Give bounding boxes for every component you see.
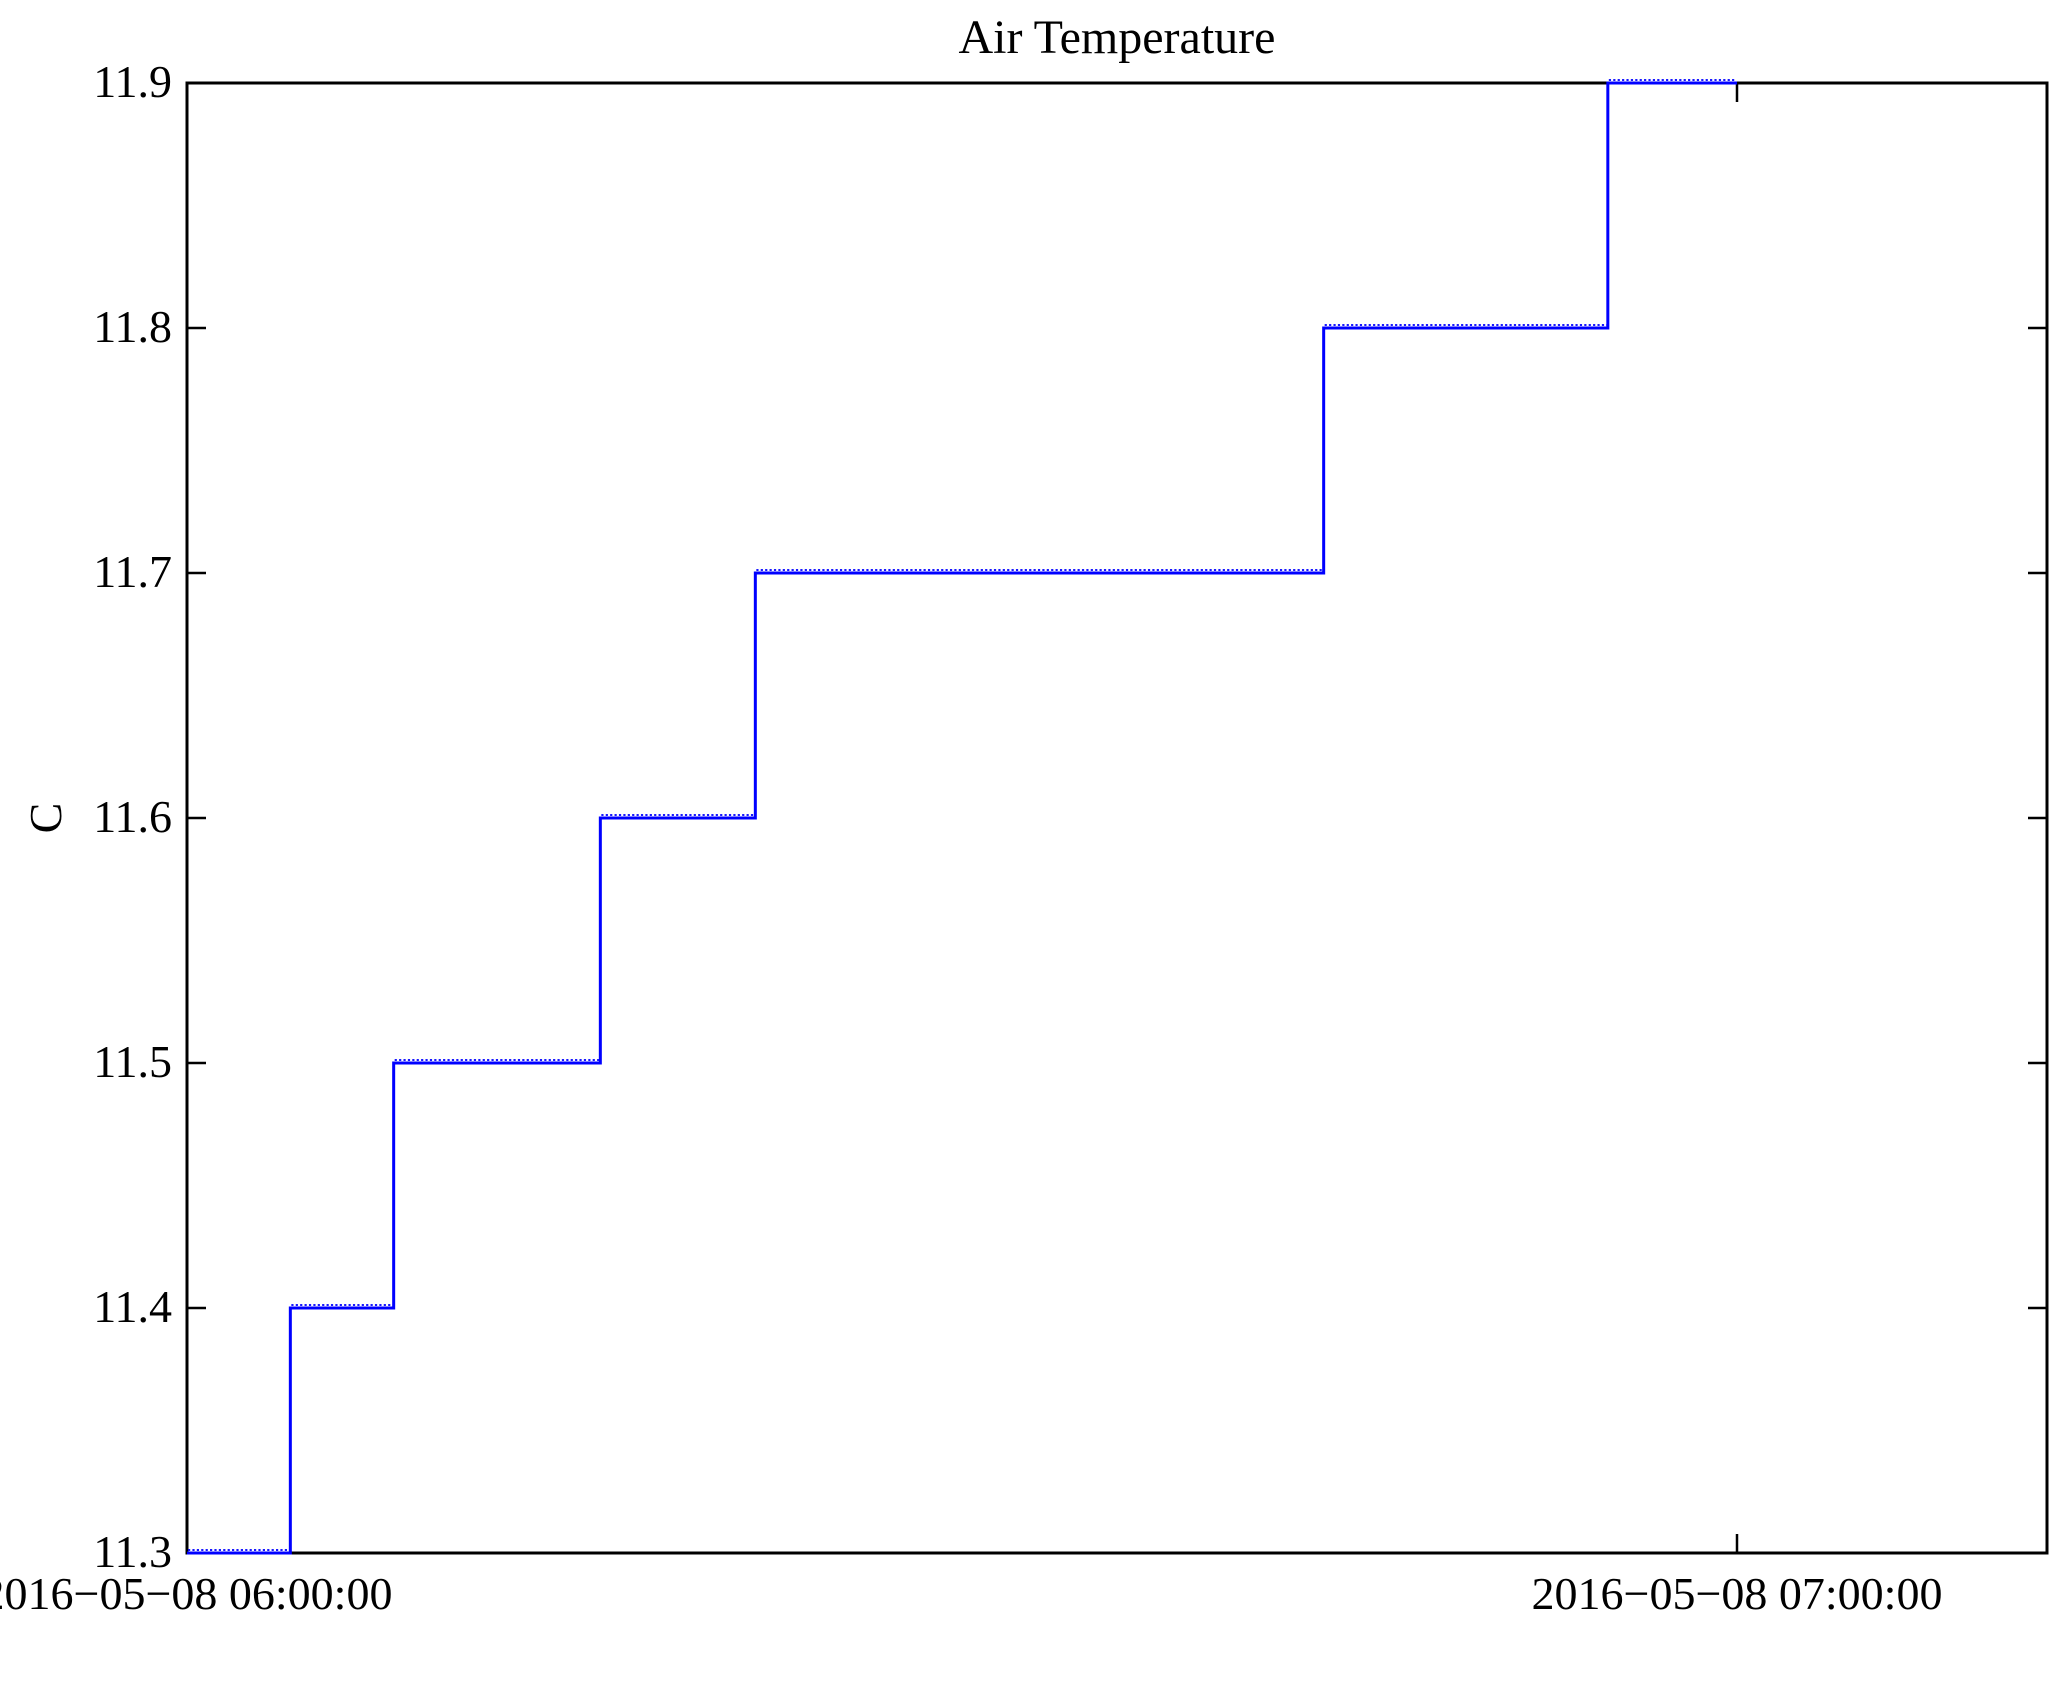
y-tick-label: 11.7 bbox=[93, 546, 172, 597]
y-tick-label: 11.4 bbox=[93, 1281, 172, 1332]
x-tick-label: 2016−05−08 07:00:00 bbox=[1531, 1568, 1943, 1619]
chart-title: Air Temperature bbox=[958, 11, 1276, 64]
axes-box bbox=[185, 81, 2049, 1555]
x-tick-label: 2016−05−08 06:00:00 bbox=[0, 1568, 393, 1619]
y-tick-label: 11.8 bbox=[93, 301, 172, 352]
y-tick-label: 11.3 bbox=[93, 1526, 172, 1577]
y-tick-label: 11.6 bbox=[93, 791, 172, 842]
y-tick-label: 11.9 bbox=[93, 56, 172, 107]
temperature-step-line bbox=[187, 81, 1737, 1555]
y-tick-label: 11.5 bbox=[93, 1036, 172, 1087]
